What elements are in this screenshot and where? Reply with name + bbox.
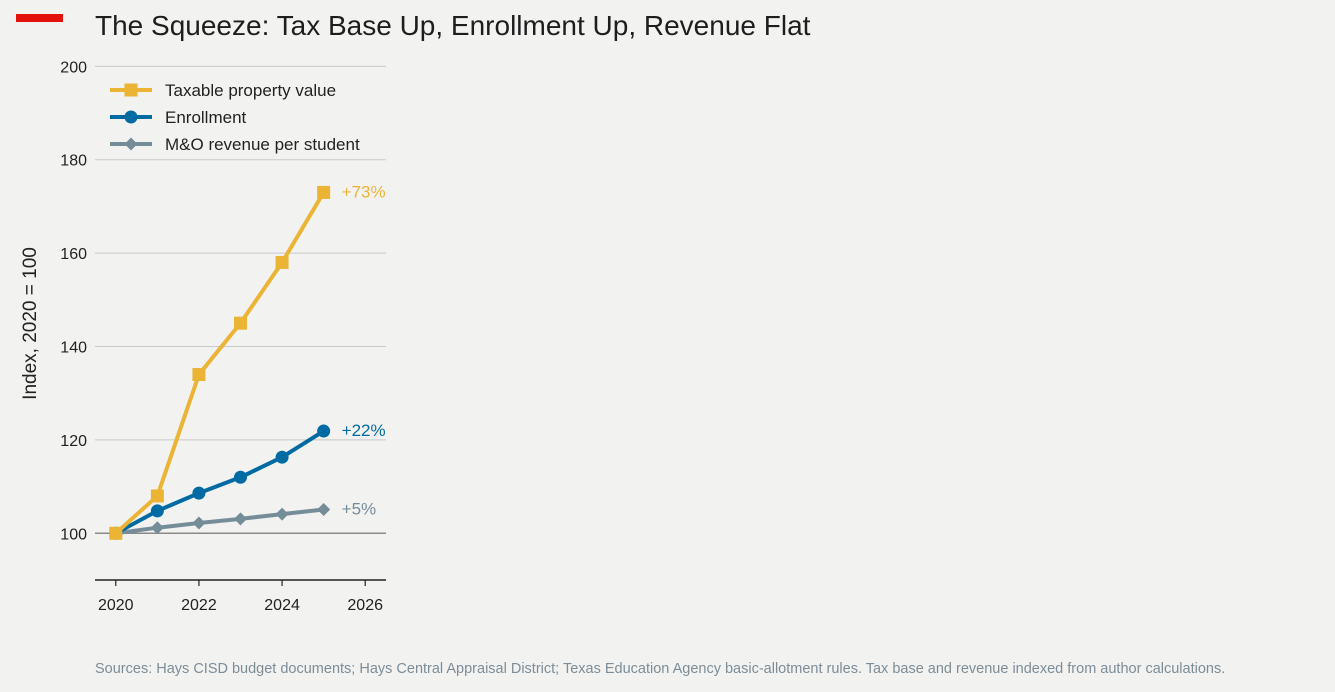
legend: Taxable property value Enrollment M&O reve…	[110, 81, 360, 154]
data-point	[192, 516, 206, 530]
y-tick-label: 120	[60, 433, 87, 450]
data-point	[275, 507, 289, 521]
end-label: +5%	[342, 499, 377, 518]
chart-title: The Squeeze: Tax Base Up, Enrollment Up,…	[95, 10, 811, 41]
end-label: +73%	[342, 182, 386, 201]
data-point	[275, 255, 289, 269]
y-tick-label: 160	[60, 246, 87, 263]
accent-bar	[16, 14, 63, 22]
data-point	[150, 504, 164, 518]
data-point	[234, 512, 247, 526]
legend-label: Enrollment	[165, 108, 247, 127]
end-label: +22%	[342, 421, 386, 440]
data-point	[317, 424, 331, 438]
series-taxable-property-value: +73%	[109, 182, 386, 540]
data-point	[317, 185, 331, 199]
x-tick-label: 2020	[98, 597, 134, 614]
data-point	[234, 316, 247, 330]
legend-item: Enrollment	[110, 108, 247, 127]
x-tick-label: 2022	[181, 597, 217, 614]
x-tick-label: 2026	[347, 597, 383, 614]
x-tick-label: 2024	[264, 597, 300, 614]
data-point	[150, 489, 164, 503]
legend-marker	[124, 83, 138, 97]
legend-item: M&O revenue per student	[110, 135, 360, 154]
y-axis-ticks: 100 120 140 160 180 200	[60, 59, 87, 543]
series-m-o-revenue-per-student: +5%	[109, 499, 377, 540]
series-enrollment: +22%	[109, 421, 386, 540]
series-line	[114, 191, 326, 535]
gridlines	[95, 65, 386, 535]
series-line	[115, 507, 324, 536]
data-point	[192, 368, 206, 382]
y-tick-label: 200	[60, 59, 87, 76]
data-point	[275, 450, 289, 464]
x-axis: 2020 2022 2024 2026	[95, 579, 386, 614]
data-point	[109, 526, 123, 540]
legend-label: Taxable property value	[165, 81, 336, 100]
y-tick-label: 100	[60, 526, 87, 543]
legend-label: M&O revenue per student	[165, 135, 360, 154]
source-note: Sources: Hays CISD budget documents; Hay…	[95, 661, 1226, 677]
series-line	[114, 429, 325, 536]
legend-marker	[124, 137, 138, 151]
series-group: +5% +22% +73%	[109, 182, 386, 540]
data-point	[234, 470, 247, 484]
y-tick-label: 180	[60, 153, 87, 170]
legend-item: Taxable property value	[110, 81, 336, 100]
y-axis-label: Index, 2020 = 100	[20, 247, 41, 400]
legend-marker	[124, 110, 138, 124]
y-tick-label: 140	[60, 340, 87, 357]
data-point	[150, 521, 164, 535]
data-point	[317, 502, 331, 516]
data-point	[192, 486, 206, 500]
